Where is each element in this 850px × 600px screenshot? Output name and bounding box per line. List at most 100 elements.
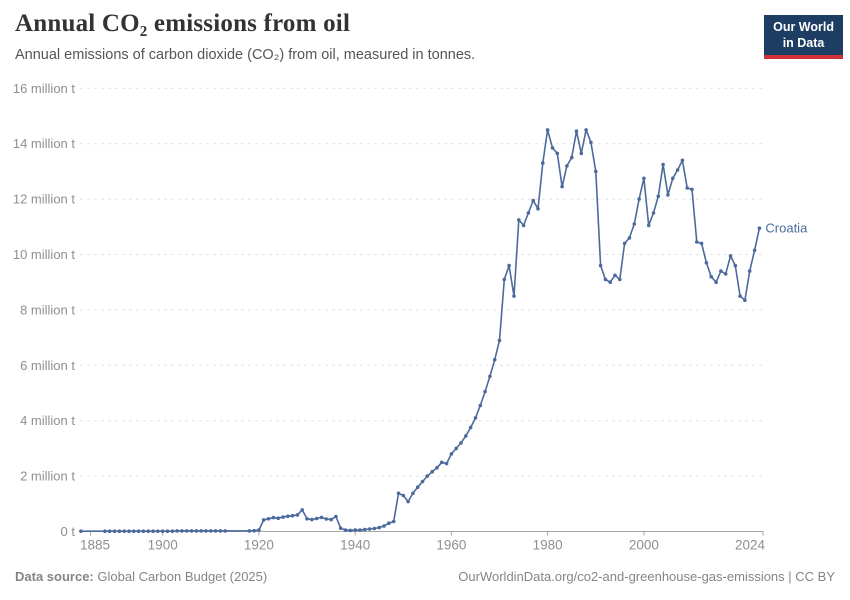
data-point[interactable] (387, 521, 391, 525)
data-point[interactable] (545, 128, 550, 132)
data-point[interactable] (213, 529, 218, 533)
data-point[interactable] (132, 529, 136, 533)
data-point[interactable] (122, 529, 126, 533)
data-point[interactable] (622, 241, 627, 246)
data-point[interactable] (329, 517, 333, 522)
data-point[interactable] (151, 529, 155, 533)
data-point[interactable] (252, 528, 256, 533)
data-point[interactable] (160, 529, 165, 533)
data-point[interactable] (642, 176, 646, 181)
data-point[interactable] (680, 158, 685, 163)
data-point[interactable] (377, 525, 382, 530)
data-point[interactable] (646, 223, 651, 228)
data-point[interactable] (180, 529, 184, 533)
data-point[interactable] (141, 529, 146, 533)
data-point[interactable] (363, 527, 367, 532)
data-point[interactable] (492, 358, 497, 362)
data-point[interactable] (704, 261, 709, 265)
data-point[interactable] (507, 263, 511, 268)
data-point[interactable] (406, 499, 410, 504)
data-point[interactable] (396, 491, 401, 496)
data-point[interactable] (324, 517, 329, 521)
data-point[interactable] (719, 269, 723, 273)
data-point[interactable] (613, 273, 617, 278)
data-point[interactable] (281, 515, 285, 519)
data-point[interactable] (372, 526, 377, 531)
data-point[interactable] (618, 277, 622, 282)
data-point[interactable] (752, 248, 757, 253)
data-point[interactable] (536, 207, 540, 211)
data-point[interactable] (391, 519, 396, 524)
data-point[interactable] (290, 513, 295, 518)
data-point[interactable] (209, 529, 213, 533)
data-point[interactable] (204, 529, 208, 533)
data-point[interactable] (497, 338, 502, 343)
data-point[interactable] (401, 493, 406, 498)
data-point[interactable] (170, 529, 175, 533)
data-point[interactable] (733, 263, 738, 268)
data-point[interactable] (464, 434, 468, 438)
data-point[interactable] (415, 485, 420, 490)
data-point[interactable] (334, 514, 338, 519)
data-point[interactable] (637, 197, 641, 201)
data-point[interactable] (199, 529, 203, 533)
data-point[interactable] (440, 460, 444, 465)
data-point[interactable] (675, 168, 680, 172)
data-point[interactable] (112, 529, 117, 533)
data-point[interactable] (468, 425, 473, 430)
data-point[interactable] (656, 194, 661, 199)
data-point[interactable] (714, 280, 718, 285)
data-point[interactable] (194, 529, 199, 533)
data-point[interactable] (218, 529, 223, 533)
data-point[interactable] (146, 529, 150, 533)
data-point[interactable] (449, 452, 454, 456)
data-point[interactable] (247, 529, 252, 533)
data-point[interactable] (473, 416, 478, 420)
data-point[interactable] (550, 146, 555, 150)
data-point[interactable] (338, 526, 343, 530)
data-point[interactable] (343, 528, 348, 532)
data-point[interactable] (541, 161, 545, 165)
data-point[interactable] (738, 294, 742, 298)
data-point[interactable] (165, 529, 170, 533)
data-point[interactable] (103, 529, 107, 533)
data-point[interactable] (261, 518, 266, 522)
data-point[interactable] (276, 516, 281, 520)
data-point[interactable] (420, 479, 425, 484)
data-point[interactable] (574, 129, 579, 133)
data-point[interactable] (632, 222, 637, 226)
data-point[interactable] (666, 193, 670, 197)
data-point[interactable] (651, 211, 656, 215)
data-point[interactable] (127, 529, 131, 533)
data-point[interactable] (189, 529, 194, 533)
data-point[interactable] (555, 151, 560, 156)
data-point[interactable] (483, 389, 487, 394)
data-point[interactable] (699, 241, 704, 246)
data-point[interactable] (526, 211, 531, 215)
data-point[interactable] (747, 269, 752, 273)
data-point[interactable] (594, 169, 598, 174)
data-point[interactable] (671, 176, 675, 181)
data-point[interactable] (319, 515, 324, 520)
data-point[interactable] (709, 274, 713, 279)
data-point[interactable] (478, 403, 483, 408)
data-point[interactable] (459, 441, 463, 445)
data-point[interactable] (257, 528, 261, 532)
data-point[interactable] (454, 446, 459, 451)
data-point[interactable] (512, 294, 516, 298)
data-point[interactable] (136, 529, 141, 533)
data-point[interactable] (353, 528, 358, 532)
data-point[interactable] (502, 277, 507, 282)
data-point[interactable] (560, 184, 564, 189)
data-point[interactable] (223, 529, 227, 533)
data-point[interactable] (314, 516, 319, 521)
data-point[interactable] (627, 236, 632, 240)
data-point[interactable] (517, 218, 521, 222)
data-point[interactable] (589, 140, 593, 145)
data-point[interactable] (358, 528, 362, 532)
data-point[interactable] (488, 374, 492, 379)
data-point[interactable] (728, 254, 733, 258)
data-point[interactable] (271, 515, 276, 520)
data-point[interactable] (444, 461, 449, 466)
